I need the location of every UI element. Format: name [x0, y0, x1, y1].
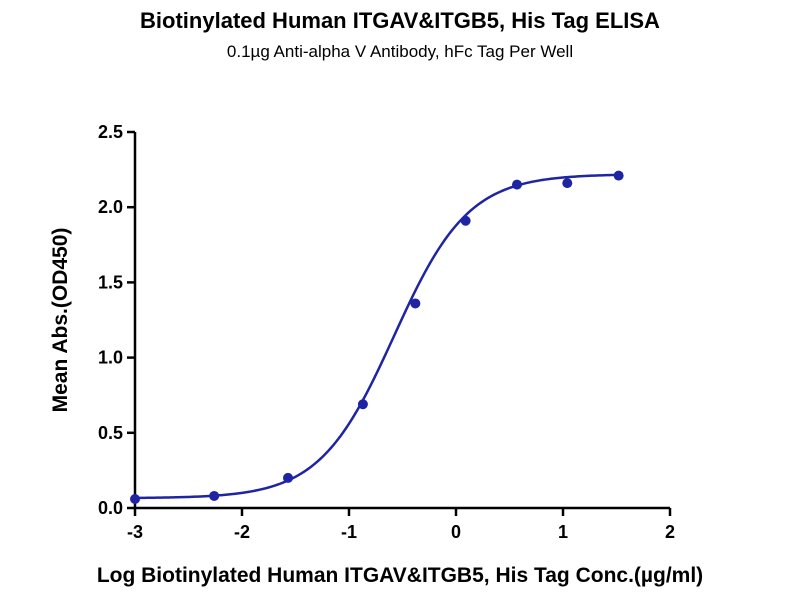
data-point	[130, 493, 140, 504]
fit-curve	[134, 173, 619, 500]
y-tick-label: 2.0	[98, 197, 123, 217]
x-axis-title: Log Biotinylated Human ITGAV&ITGB5, His …	[97, 564, 703, 587]
data-point	[613, 170, 624, 181]
data-point	[562, 178, 573, 189]
x-tick-label: 2	[665, 522, 675, 542]
data-point	[357, 399, 368, 410]
data-points	[130, 170, 624, 504]
data-point	[283, 472, 294, 483]
axes: 0.0 0.5 1.0 1.5 2.0 2.5 -3 -2 -1 0 1 2	[98, 122, 675, 542]
y-axis-title: Mean Abs.(OD450)	[49, 228, 72, 413]
y-tick-label: 2.5	[98, 122, 123, 142]
y-tick-label: 0.0	[98, 498, 123, 518]
y-tick-label: 1.5	[98, 272, 123, 292]
data-point	[460, 215, 471, 226]
data-point	[410, 298, 421, 309]
x-tick-label: -2	[234, 522, 250, 542]
data-point	[209, 490, 220, 501]
y-tick-label: 0.5	[98, 423, 123, 443]
x-tick-label: -3	[127, 522, 143, 542]
y-tick-label: 1.0	[98, 348, 123, 368]
x-tick-label: 1	[558, 522, 568, 542]
chart-subtitle: 0.1µg Anti-alpha V Antibody, hFc Tag Per…	[226, 42, 574, 61]
chart-title: Biotinylated Human ITGAV&ITGB5, His Tag …	[140, 8, 660, 33]
x-tick-label: 0	[451, 522, 461, 542]
data-point	[511, 179, 522, 190]
x-tick-label: -1	[341, 522, 357, 542]
